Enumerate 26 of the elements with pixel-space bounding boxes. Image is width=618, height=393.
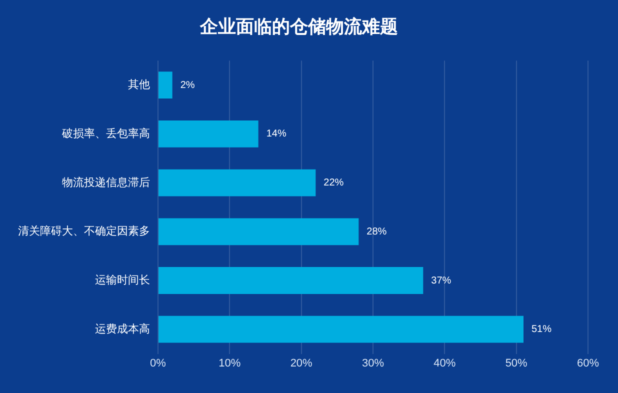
y-tick-label: 破损率、丢包率高 xyxy=(61,126,150,140)
x-tick-label: 30% xyxy=(362,357,384,370)
bar xyxy=(158,218,359,246)
y-tick-label: 清关障碍大、不确定因素多 xyxy=(18,224,150,238)
y-tick-label: 物流投递信息滞后 xyxy=(62,176,150,189)
y-tick-label: 运输时间长 xyxy=(95,274,150,287)
x-tick-label: 50% xyxy=(505,357,528,370)
x-tick-label: 20% xyxy=(290,357,313,370)
data-label: 14% xyxy=(266,128,286,140)
bar xyxy=(158,120,258,148)
x-tick-label: 0% xyxy=(150,357,166,370)
y-tick-label: 其他 xyxy=(128,78,150,92)
data-label: 22% xyxy=(324,178,344,189)
data-label: 28% xyxy=(366,226,387,238)
x-tick-label: 40% xyxy=(434,357,456,370)
y-tick-label: 运费成本高 xyxy=(95,322,150,336)
chart-title: 企业面临的仓储物流难题 xyxy=(199,16,398,38)
x-tick-label: 10% xyxy=(218,357,241,370)
bar xyxy=(158,72,172,98)
bar xyxy=(158,316,524,343)
bar xyxy=(158,267,424,294)
data-label: 37% xyxy=(431,275,452,286)
bar xyxy=(158,169,316,196)
data-label: 51% xyxy=(532,324,552,336)
x-tick-label: 60% xyxy=(576,357,600,370)
data-label: 2% xyxy=(180,80,195,91)
